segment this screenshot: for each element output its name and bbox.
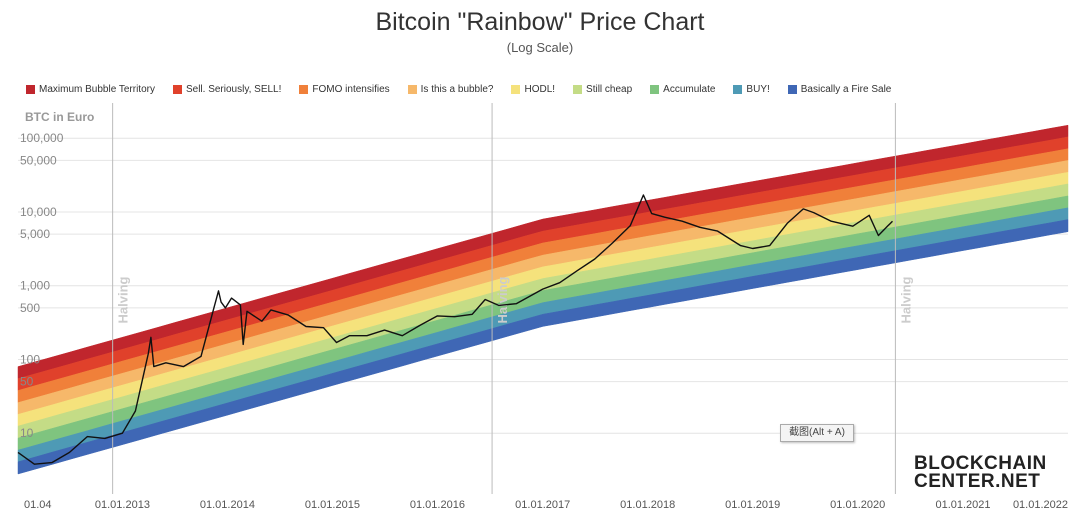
logo-line2: CENTER.NET <box>914 471 1041 492</box>
legend-item[interactable]: Maximum Bubble Territory <box>26 84 155 95</box>
y-tick-label: 50 <box>20 375 34 389</box>
halving-label: Halving <box>898 276 913 323</box>
legend-swatch <box>733 85 743 94</box>
y-tick-label: 100,000 <box>20 131 64 145</box>
legend-item[interactable]: Sell. Seriously, SELL! <box>172 84 282 95</box>
x-tick-label: 01.01.2021 <box>935 499 990 510</box>
legend-item[interactable]: Accumulate <box>650 84 715 95</box>
legend-label: Basically a Fire Sale <box>800 84 892 95</box>
legend-label: Still cheap <box>586 84 633 95</box>
x-tick-label: 01.01.2016 <box>410 499 465 510</box>
legend-swatch <box>172 85 182 94</box>
y-tick-label: 500 <box>20 301 40 315</box>
legend-swatch <box>787 85 797 94</box>
legend-label: Sell. Seriously, SELL! <box>185 84 282 95</box>
screenshot-tooltip: 截图(Alt + A) <box>780 424 854 442</box>
legend-item[interactable]: BUY! <box>733 84 770 95</box>
legend-swatch <box>26 85 35 94</box>
x-tick-label: 01.01.2014 <box>200 499 255 510</box>
x-tick-label: 01.01.2017 <box>515 499 570 510</box>
legend-item[interactable]: Still cheap <box>573 84 632 95</box>
x-tick-label: 01.04 <box>24 499 52 510</box>
legend-swatch <box>299 85 309 94</box>
y-tick-label: 1,000 <box>20 279 50 293</box>
x-tick-label: 01.01.2022 <box>1013 499 1068 510</box>
legend-item[interactable]: FOMO intensifies <box>299 84 390 95</box>
y-tick-label: 50,000 <box>20 153 57 167</box>
legend-item[interactable]: Is this a bubble? <box>407 84 494 95</box>
price-line <box>17 194 893 465</box>
legend-item[interactable]: Basically a Fire Sale <box>787 84 892 95</box>
y-tick-label: 10 <box>20 426 34 440</box>
legend-swatch <box>511 85 521 94</box>
x-tick-label: 01.01.2020 <box>830 499 885 510</box>
halving-label: Halving <box>116 276 131 323</box>
x-tick-label: 01.01.2015 <box>305 499 360 510</box>
x-tick-label: 01.01.2018 <box>620 499 675 510</box>
legend-swatch <box>650 85 660 94</box>
chart-subtitle: (Log Scale) <box>506 40 574 55</box>
y-tick-label: 100 <box>20 352 40 366</box>
y-tick-label: 5,000 <box>20 227 50 241</box>
chart-title: Bitcoin "Rainbow" Price Chart <box>375 8 705 36</box>
y-tick-label: 10,000 <box>20 205 57 219</box>
legend-label: HODL! <box>524 84 556 95</box>
x-tick-label: 01.01.2013 <box>95 499 150 510</box>
legend-swatch <box>407 85 417 94</box>
x-tick-label: 01.01.2019 <box>725 499 780 510</box>
legend-item[interactable]: HODL! <box>511 84 555 95</box>
blockchaincenter-logo: BLOCKCHAIN CENTER.NET <box>914 453 1047 492</box>
legend-label: BUY! <box>746 84 770 95</box>
legend-label: Is this a bubble? <box>420 84 494 95</box>
legend-label: Accumulate <box>663 84 716 95</box>
halving-label: Halving <box>495 276 510 323</box>
legend-label: Maximum Bubble Territory <box>39 84 155 95</box>
y-axis-title: BTC in Euro <box>25 110 95 124</box>
legend-swatch <box>573 85 583 94</box>
logo-line1: BLOCKCHAIN <box>914 453 1047 474</box>
chart-legend: Maximum Bubble Territory Sell. Seriously,… <box>26 84 909 95</box>
rainbow-band <box>17 219 1069 475</box>
legend-label: FOMO intensifies <box>312 84 390 95</box>
